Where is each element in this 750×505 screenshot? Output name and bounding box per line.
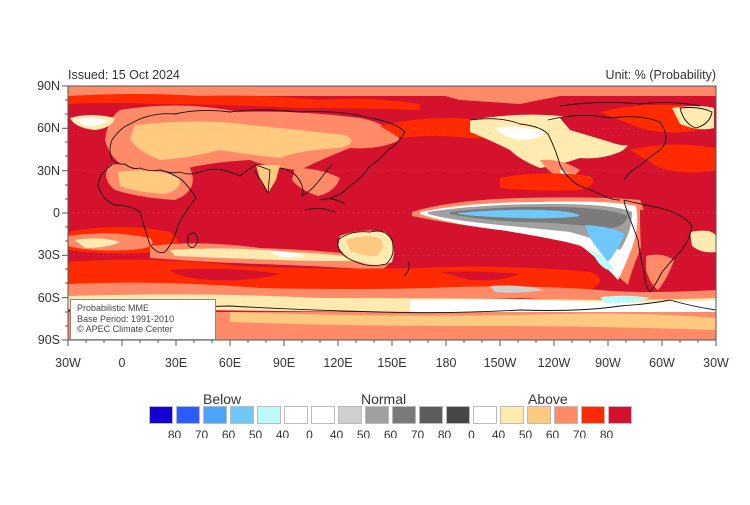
legend-swatch xyxy=(554,406,578,424)
legend-tick-label: 70 xyxy=(410,428,425,438)
info-base-period: Base Period: 1991-2010 xyxy=(77,313,175,324)
legend-tick-label: 40 xyxy=(275,428,290,438)
legend-tick-label: 70 xyxy=(572,428,587,438)
lat-label-30s: 30S xyxy=(37,248,60,262)
lon-label-120e: 120E xyxy=(323,356,353,370)
lat-label-90n: 90N xyxy=(37,79,60,93)
legend-swatch xyxy=(473,406,497,424)
legend-swatch xyxy=(392,406,416,424)
lon-label-30w: 30W xyxy=(55,356,81,370)
lat-ticks xyxy=(62,85,68,341)
lat-label-0: 0 xyxy=(53,206,60,220)
lon-label-120w: 120W xyxy=(537,356,571,370)
lon-label-0: 0 xyxy=(118,356,126,370)
lon-label-30w-east: 30W xyxy=(703,356,729,370)
lat-label-30n: 30N xyxy=(37,164,60,178)
legend-tick-label: 40 xyxy=(491,428,506,438)
legend-tick-label: 70 xyxy=(194,428,209,438)
legend-tick-label: 50 xyxy=(248,428,263,438)
lon-ticks xyxy=(67,340,717,346)
legend-swatch xyxy=(581,406,605,424)
map-info-box: Probabilistic MME Base Period: 1991-2010… xyxy=(70,299,216,340)
legend-group-normal: Normal xyxy=(361,391,407,407)
legend-swatch xyxy=(446,406,470,424)
issued-date: Issued: 15 Oct 2024 xyxy=(68,68,180,82)
legend-swatch xyxy=(500,406,524,424)
info-model: Probabilistic MME xyxy=(77,303,150,313)
legend-swatch xyxy=(203,406,227,424)
legend-swatch xyxy=(608,406,632,424)
legend-tick-label: 50 xyxy=(356,428,371,438)
legend-swatch xyxy=(338,406,362,424)
lon-label-90w: 90W xyxy=(595,356,621,370)
info-copyright: © APEC Climate Center xyxy=(77,324,173,334)
legend-tick-label: 0 xyxy=(468,428,475,438)
legend-tick-label: 50 xyxy=(518,428,533,438)
legend-swatch xyxy=(257,406,281,424)
lon-label-60e: 60E xyxy=(218,356,242,370)
legend-tick-label: 0 xyxy=(306,428,313,438)
legend-tick-label: 80 xyxy=(167,428,182,438)
legend-tick-label: 60 xyxy=(221,428,236,438)
lat-label-60s: 60S xyxy=(37,291,60,305)
legend-swatch xyxy=(284,406,308,424)
lon-label-60w: 60W xyxy=(649,356,675,370)
lon-label-180: 180 xyxy=(435,356,457,370)
legend-tick-label: 60 xyxy=(545,428,560,438)
legend-group-below: Below xyxy=(203,391,242,407)
legend-tick-label: 40 xyxy=(329,428,344,438)
legend-swatch xyxy=(149,406,173,424)
lon-label-90e: 90E xyxy=(272,356,296,370)
lon-label-150e: 150E xyxy=(377,356,407,370)
lat-label-60n: 60N xyxy=(37,121,60,135)
legend-swatch xyxy=(311,406,335,424)
lon-label-30e: 30E xyxy=(164,356,188,370)
lon-label-150w: 150W xyxy=(483,356,517,370)
legend-swatch xyxy=(419,406,443,424)
legend-tick-label: 80 xyxy=(437,428,452,438)
legend-swatch xyxy=(176,406,200,424)
unit-label: Unit: % (Probability) xyxy=(605,68,716,82)
legend-tick-label: 60 xyxy=(383,428,398,438)
legend-swatch xyxy=(230,406,254,424)
legend-swatch xyxy=(365,406,389,424)
legend-tick-label: 80 xyxy=(599,428,614,438)
legend-group-above: Above xyxy=(528,391,568,407)
legend-swatch xyxy=(527,406,551,424)
map-field xyxy=(68,86,716,340)
lat-label-90s: 90S xyxy=(37,333,60,347)
